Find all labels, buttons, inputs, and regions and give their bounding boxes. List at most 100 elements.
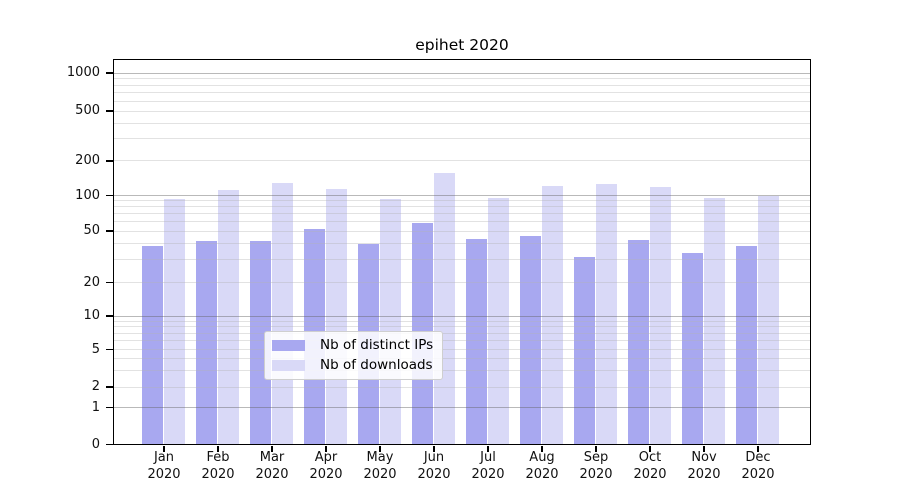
y-axis-tick (106, 72, 113, 74)
bar-nb-of-downloads (541, 186, 564, 444)
bar-nb-of-distinct-ips (141, 245, 164, 444)
grid-line-minor (114, 100, 810, 102)
legend-label-downloads: Nb of downloads (320, 357, 433, 373)
grid-line-minor (114, 110, 810, 112)
bar-nb-of-distinct-ips (465, 238, 488, 444)
legend-item-downloads: Nb of downloads (272, 357, 433, 373)
legend-swatch-downloads (272, 359, 305, 371)
y-axis-tick-label: 200 (75, 152, 100, 168)
grid-line-minor (114, 200, 810, 202)
x-axis-tick-label: Dec 2020 (741, 450, 775, 482)
x-axis-tick-label: Jun 2020 (417, 450, 451, 482)
x-axis-tick-label: Oct 2020 (633, 450, 667, 482)
y-axis-tick-label: 1 (91, 399, 100, 415)
x-axis-tick (217, 445, 219, 452)
bar-nb-of-downloads (379, 199, 402, 444)
y-axis-tick (106, 443, 113, 446)
x-axis-tick (379, 445, 381, 452)
grid-line-major (114, 72, 810, 74)
legend-label-distinct-ips: Nb of distinct IPs (320, 337, 434, 353)
y-axis-tick-label: 20 (83, 274, 100, 290)
grid-line-minor (114, 282, 810, 283)
grid-line-minor (114, 332, 810, 334)
x-axis-tick (433, 445, 435, 452)
x-axis-tick (541, 445, 543, 452)
y-axis-tick-label: 500 (75, 103, 100, 118)
y-axis-tick-label: 1000 (66, 65, 100, 80)
grid-line-minor (114, 78, 810, 80)
y-axis-tick-label: 100 (75, 187, 100, 203)
grid-line-major (114, 315, 810, 317)
y-axis-tick-label: 5 (91, 341, 100, 357)
grid-line-minor (114, 138, 810, 140)
grid-line-minor (114, 206, 810, 208)
y-axis-tick (106, 315, 113, 317)
x-axis-tick-label: Jul 2020 (471, 450, 505, 482)
y-axis-tick (106, 281, 113, 284)
grid-line-major (114, 195, 810, 196)
bar-nb-of-distinct-ips (195, 241, 218, 444)
y-axis-tick (106, 110, 113, 112)
y-axis-tick (106, 386, 113, 388)
legend-item-distinct-ips: Nb of distinct IPs (272, 337, 433, 353)
bar-nb-of-distinct-ips (627, 240, 650, 444)
grid-line-minor (114, 340, 810, 342)
y-axis-tick-label: 10 (83, 308, 100, 323)
bar-nb-of-downloads (703, 198, 726, 444)
x-axis-tick-label: May 2020 (363, 450, 397, 482)
y-axis-tick-label: 0 (91, 436, 100, 452)
x-axis-tick-label: Sep 2020 (579, 450, 613, 482)
grid-line-minor (114, 386, 810, 388)
grid-line-minor (114, 320, 810, 322)
bar-nb-of-distinct-ips (519, 236, 542, 444)
x-axis-tick (487, 445, 489, 452)
grid-line-minor (114, 213, 810, 215)
legend: Nb of distinct IPs Nb of downloads (264, 331, 444, 380)
grid-line-minor (114, 349, 810, 350)
grid-line-minor (114, 84, 810, 86)
y-axis-tick (106, 230, 113, 232)
x-axis-tick (757, 445, 759, 452)
chart-title: epihet 2020 (415, 36, 509, 54)
bar-nb-of-distinct-ips (735, 245, 758, 444)
grid-line-minor (114, 122, 810, 124)
y-axis-tick (106, 406, 113, 409)
x-axis-tick (271, 445, 273, 452)
grid-line-major (114, 407, 810, 408)
y-axis-tick-label: 2 (91, 379, 100, 394)
x-axis-tick-label: Mar 2020 (255, 450, 289, 482)
bar-nb-of-downloads (163, 198, 186, 444)
grid-line-minor (114, 221, 810, 223)
bar-nb-of-downloads (757, 196, 780, 444)
bar-nb-of-downloads (595, 184, 618, 444)
grid-line-minor (114, 92, 810, 94)
bar-nb-of-distinct-ips (249, 241, 272, 444)
grid-line-minor (114, 358, 810, 360)
legend-swatch-distinct-ips (272, 339, 305, 351)
y-axis-tick (106, 160, 113, 162)
x-axis-tick-label: Aug 2020 (525, 450, 559, 482)
bar-nb-of-distinct-ips (681, 253, 704, 444)
y-axis-tick (106, 348, 113, 351)
grid-line-minor (114, 243, 810, 244)
y-axis-tick-label: 50 (83, 223, 100, 238)
x-axis-tick-label: Feb 2020 (201, 450, 235, 482)
grid-line-minor (114, 160, 810, 162)
x-axis-tick (163, 445, 165, 452)
plot-area (113, 59, 811, 445)
x-axis-tick (325, 445, 327, 452)
grid-line-minor (114, 326, 810, 328)
x-axis-tick (703, 445, 705, 452)
x-axis-tick (595, 445, 597, 452)
x-axis-tick-label: Nov 2020 (687, 450, 721, 482)
grid-line-minor (114, 259, 810, 261)
x-axis-tick-label: Apr 2020 (309, 450, 343, 482)
grid-line-minor (114, 230, 810, 232)
y-axis-tick (106, 194, 113, 197)
grid-line-minor (114, 369, 810, 371)
x-axis-tick-label: Jan 2020 (147, 450, 181, 482)
bar-nb-of-distinct-ips (573, 256, 596, 444)
bar-nb-of-downloads (487, 198, 510, 444)
bar-nb-of-downloads (649, 186, 672, 444)
